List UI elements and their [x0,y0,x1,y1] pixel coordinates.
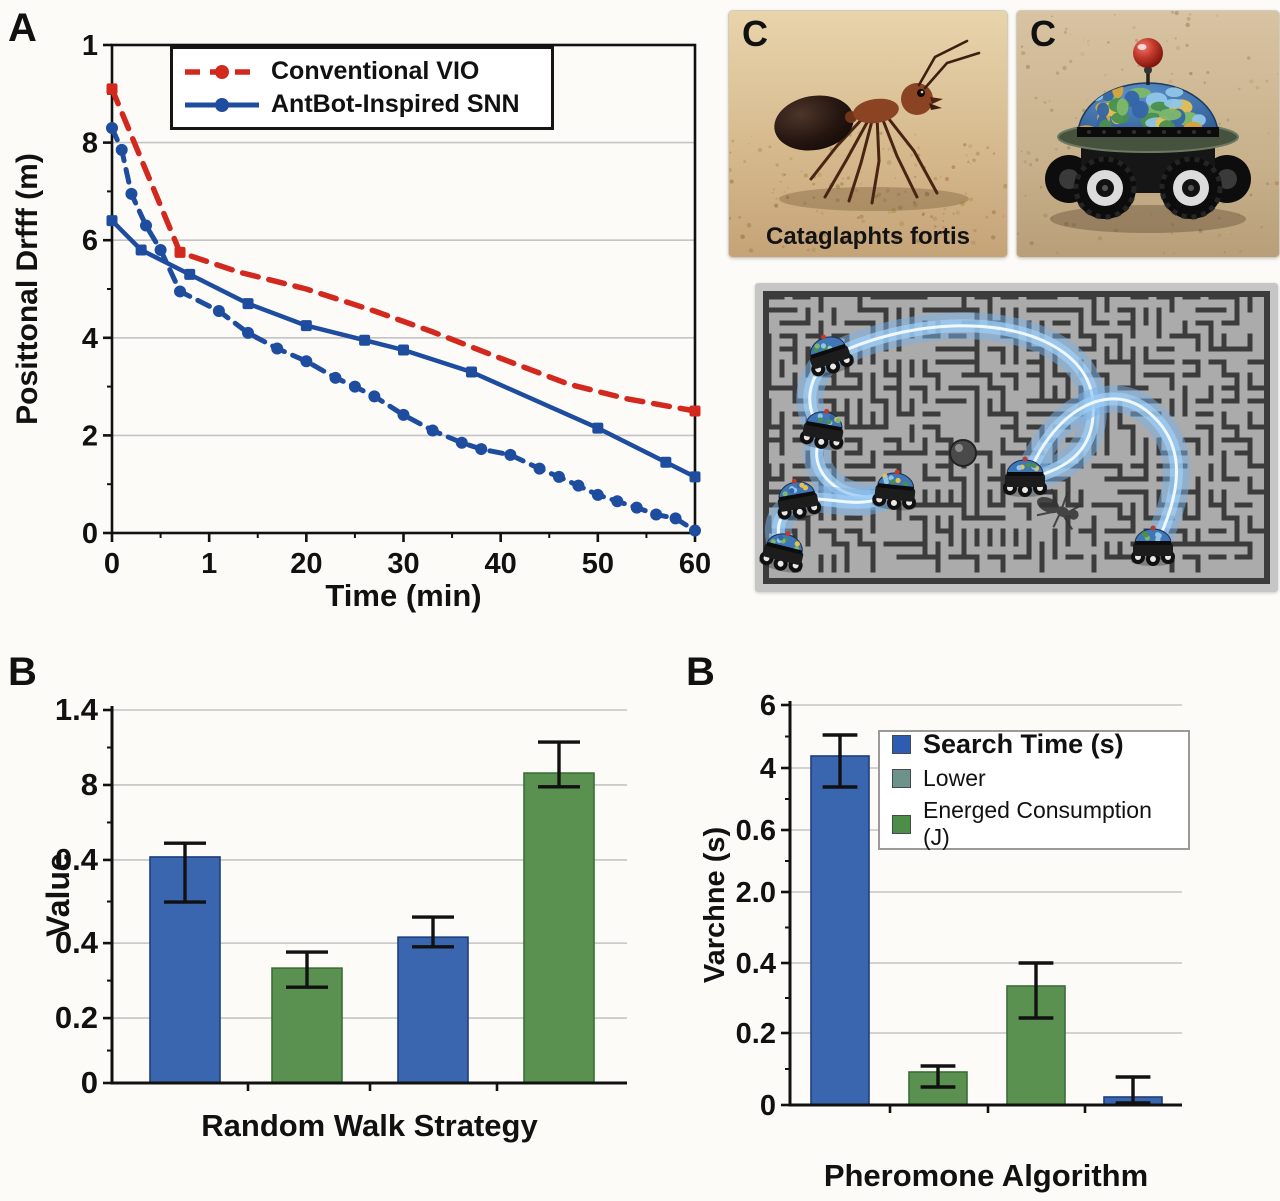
maze-swarm-illustration [755,283,1278,592]
svg-text:1: 1 [201,548,217,580]
svg-text:6: 6 [760,690,776,722]
chart-bl-x-axis-title: Random Walk Strategy [201,1108,538,1143]
maze-ant-silhouette [1036,488,1082,531]
chart-br-legend: Search Time (s) Lower Energed Consumptio… [878,729,1190,851]
ant-caption: Cataglaphts fortis [765,223,971,250]
chart-br-y-axis-title: Varchne (s) [699,826,731,984]
maze-robot [777,478,822,521]
svg-text:0: 0 [104,548,120,580]
maze-robot [1131,525,1175,566]
svg-text:0.4: 0.4 [55,842,99,877]
svg-text:4: 4 [760,753,776,785]
svg-text:0.6: 0.6 [736,815,776,847]
photo-antbot-robot: C [1016,10,1280,258]
maze-robot [1003,456,1047,497]
legend-item-energy: Energed Consumption (J) [892,797,1176,851]
maze-robot [809,334,855,377]
svg-text:30: 30 [387,548,419,580]
legend-label: Lower [923,765,986,791]
maze-robot [871,469,917,511]
svg-text:20: 20 [290,548,322,580]
svg-text:0.4: 0.4 [55,925,99,960]
legend-swatch-green [892,814,911,834]
legend-swatch-blue [892,735,911,754]
robot-illustration [1017,11,1279,257]
svg-text:2.0: 2.0 [736,877,776,909]
panel-c-robot-label: C [1030,13,1056,54]
svg-text:0: 0 [81,1065,98,1100]
svg-text:2: 2 [82,420,98,452]
bar-chart-pheromone: 0 0.2 0.4 2.0 0.6 4 6 [736,690,1182,1122]
panel-b-left-label: B [8,650,37,694]
svg-text:50: 50 [582,548,614,580]
legend-label: Conventional VIO [271,57,480,85]
svg-text:4: 4 [82,323,98,355]
chart-bl-y-axis-title: Value [40,853,76,937]
chart-a-x-axis-title: Time (min) [325,578,482,613]
panel-a-label: A [8,6,37,50]
svg-text:1.4: 1.4 [55,692,99,727]
maze-robot [758,531,804,573]
maze-robot [799,408,844,451]
svg-text:6: 6 [82,225,98,257]
legend-item-lower: Lower [892,765,1176,792]
svg-text:0: 0 [760,1090,776,1122]
panel-c-ant-label: C [742,13,768,54]
legend-item-conventional-vio: Conventional VIO [183,57,541,86]
svg-text:1: 1 [82,30,98,62]
legend-item-antbot-snn: AntBot-Inspired SNN [183,90,541,119]
svg-text:60: 60 [679,548,711,580]
legend-swatch-red-dashed [185,64,259,79]
legend-label: AntBot-Inspired SNN [271,90,520,118]
legend-swatch-teal [892,769,911,788]
chart-a-legend: Conventional VIO AntBot-Inspired SNN [170,46,554,130]
svg-text:8: 8 [81,767,98,802]
svg-text:40: 40 [485,548,517,580]
photo-desert-ant: C Cataglaphts fortis [728,10,1008,258]
panel-b-right-label: B [686,650,715,694]
chart-a-y-axis-title: Posittonal Drfff (m) [11,153,44,425]
legend-label: Search Time (s) [923,729,1124,759]
chart-br-x-axis-title: Pheromone Algorithm [823,1158,1149,1193]
svg-text:0.4: 0.4 [736,948,776,980]
ant-illustration [729,11,1007,257]
legend-label: Energed Consumption (J) [923,797,1152,850]
svg-text:0.2: 0.2 [736,1018,776,1050]
svg-text:0.2: 0.2 [55,1000,98,1035]
svg-text:0: 0 [82,518,98,550]
maze-art [755,283,1278,592]
svg-text:8: 8 [82,128,98,160]
legend-swatch-blue-solid [185,97,259,112]
bar-chart-random-walk: 0 0.2 0.4 0.4 8 1.4 [55,692,627,1100]
legend-item-search-time: Search Time (s) [892,729,1176,760]
